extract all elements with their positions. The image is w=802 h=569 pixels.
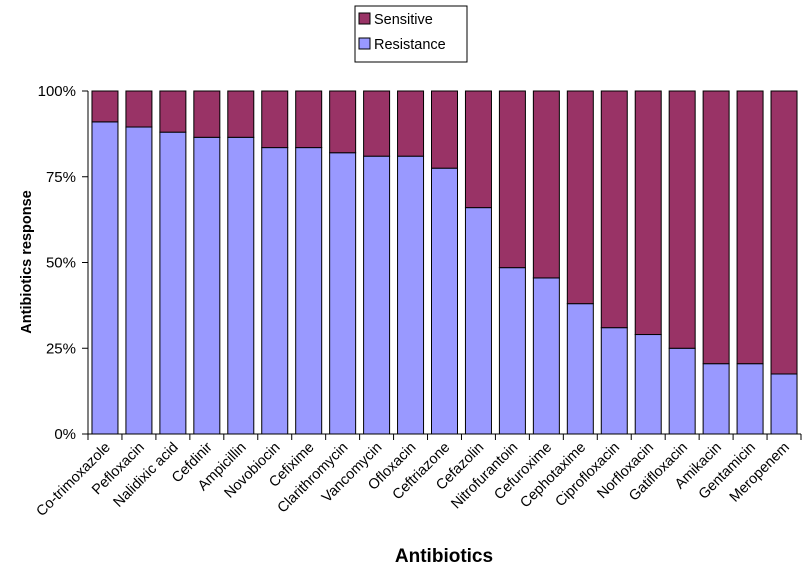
bar-sensitive-19 (736, 90, 764, 365)
y-axis-title: Antibiotics response (19, 190, 35, 333)
bar-resistance-16 (634, 334, 662, 435)
bar-sensitive-18 (702, 90, 730, 365)
bar-resistance-7 (329, 152, 357, 435)
bar-resistance-19 (736, 363, 764, 435)
bar-sensitive-2 (159, 90, 187, 133)
bar-resistance-17 (668, 347, 696, 435)
bar-resistance-14 (566, 303, 594, 435)
bar-sensitive-8 (363, 90, 391, 157)
bar-sensitive-16 (634, 90, 662, 336)
y-tick-label: 0% (54, 426, 76, 443)
bar-resistance-8 (363, 155, 391, 435)
plot-area (91, 90, 798, 435)
bar-resistance-0 (91, 121, 119, 435)
bar-sensitive-3 (193, 90, 221, 138)
bar-resistance-10 (431, 167, 458, 435)
bar-resistance-2 (159, 131, 187, 435)
bar-sensitive-9 (397, 90, 425, 157)
x-axis-title: Antibiotics (395, 546, 493, 567)
bar-sensitive-17 (668, 90, 696, 349)
y-tick-label: 100% (38, 83, 76, 100)
legend-swatch-sensitive (358, 12, 371, 25)
bar-sensitive-1 (125, 90, 153, 128)
legend-label-sensitive: Sensitive (374, 12, 433, 28)
bar-sensitive-12 (498, 90, 526, 269)
bar-sensitive-15 (600, 90, 628, 329)
bar-resistance-3 (193, 136, 221, 435)
bar-resistance-18 (702, 363, 730, 435)
bar-resistance-5 (261, 147, 289, 435)
bar-sensitive-10 (431, 90, 458, 169)
bar-sensitive-13 (532, 90, 560, 279)
y-tick-label: 50% (46, 255, 76, 272)
bar-sensitive-5 (261, 90, 289, 149)
bar-resistance-6 (295, 147, 323, 435)
bar-resistance-9 (397, 155, 425, 435)
bar-resistance-4 (227, 136, 255, 435)
bar-resistance-20 (770, 373, 798, 435)
legend: Sensitive Resistance (354, 5, 468, 63)
legend-swatch-resistance (358, 37, 371, 50)
bar-resistance-11 (464, 207, 492, 435)
bar-resistance-1 (125, 126, 153, 435)
y-tick-label: 75% (46, 169, 76, 186)
legend-label-resistance: Resistance (374, 37, 446, 53)
bar-sensitive-7 (329, 90, 357, 154)
y-tick-label: 25% (46, 340, 76, 357)
bar-sensitive-11 (464, 90, 492, 209)
bar-resistance-15 (600, 327, 628, 435)
bar-resistance-12 (498, 267, 526, 435)
y-axis: 0% 25% 50% 75% 100% (38, 83, 89, 443)
bar-sensitive-14 (566, 90, 594, 305)
legend-box (354, 5, 468, 63)
bar-sensitive-6 (295, 90, 323, 149)
bar-sensitive-0 (91, 90, 119, 123)
bar-sensitive-4 (227, 90, 255, 138)
bar-sensitive-20 (770, 90, 798, 375)
bar-resistance-13 (532, 277, 560, 435)
